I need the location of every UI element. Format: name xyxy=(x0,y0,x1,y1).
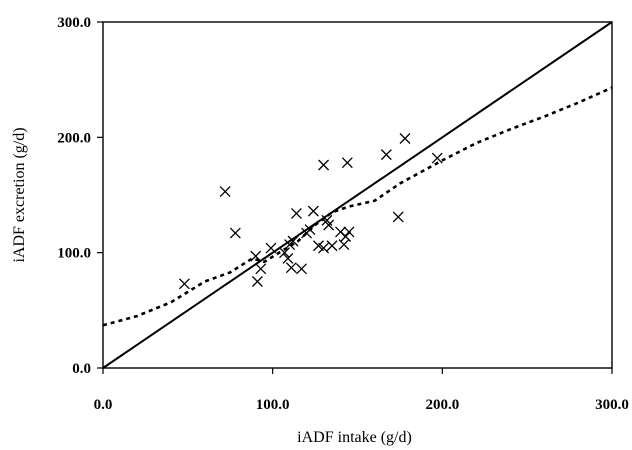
data-point xyxy=(341,157,353,169)
y-tick-label: 200.0 xyxy=(57,130,91,146)
data-point xyxy=(229,227,241,239)
x-axis-title: iADF intake (g/d) xyxy=(297,429,412,446)
y-tick-label: 300.0 xyxy=(57,15,91,31)
identity-line xyxy=(102,21,613,369)
data-point xyxy=(304,224,316,236)
data-point xyxy=(340,231,352,242)
y-tick-label: 100.0 xyxy=(57,246,91,262)
x-tick-label: 300.0 xyxy=(595,397,629,413)
data-point xyxy=(178,278,190,290)
data-point xyxy=(343,226,355,238)
data-point xyxy=(307,205,319,217)
data-point xyxy=(285,262,297,274)
data-point xyxy=(399,133,411,144)
data-point xyxy=(250,250,262,262)
y-tick-label: 0.0 xyxy=(72,361,91,377)
x-tick-label: 200.0 xyxy=(425,397,459,413)
data-point xyxy=(326,240,338,252)
data-point xyxy=(431,152,443,164)
data-point xyxy=(380,149,392,161)
data-point xyxy=(255,263,267,275)
data-point xyxy=(296,263,307,275)
data-point xyxy=(318,242,330,254)
dotted-trend-line xyxy=(102,86,613,327)
data-point xyxy=(323,219,335,231)
data-point xyxy=(251,276,263,287)
data-point xyxy=(392,211,404,223)
x-tick-label: 0.0 xyxy=(94,397,113,413)
x-tick-label: 100.0 xyxy=(256,397,290,413)
data-point xyxy=(318,159,330,171)
data-point xyxy=(282,252,294,264)
plot-frame xyxy=(102,21,613,369)
data-point xyxy=(265,242,277,254)
data-point xyxy=(279,247,291,259)
data-point xyxy=(290,207,302,219)
data-point xyxy=(219,186,231,197)
y-axis-title: iADF excretion (g/d) xyxy=(11,127,28,262)
data-point xyxy=(287,235,299,247)
